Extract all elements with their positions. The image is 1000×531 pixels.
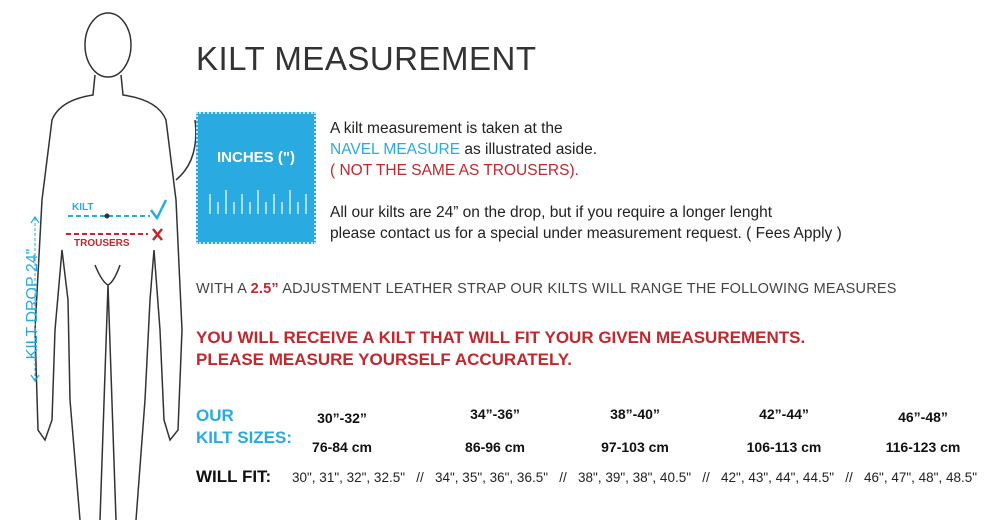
fit-warning: YOU WILL RECEIVE A KILT THAT WILL FIT YO…	[196, 328, 806, 369]
size-inches: 46”-48”	[898, 409, 948, 425]
trousers-line-label: TROUSERS	[74, 238, 130, 249]
intro-text: A kilt measurement is taken at the NAVEL…	[330, 120, 598, 179]
size-inches: 34”-36”	[470, 406, 520, 422]
will-fit-values: 30", 31", 32", 32.5" // 34", 35", 36", 3…	[292, 470, 978, 485]
body-outline-figure	[30, 12, 197, 521]
will-fit-label: WILL FIT:	[196, 467, 272, 486]
size-cm: 116-123 cm	[885, 439, 961, 455]
size-cm: 106-113 cm	[746, 439, 822, 455]
adjustment-text: WITH A 2.5” ADJUSTMENT LEATHER STRAP OUR…	[196, 281, 897, 297]
inches-box: INCHES (")	[196, 112, 316, 244]
inches-label: INCHES (")	[217, 149, 295, 166]
kilt-drop-label: KILT DROP 24"	[24, 248, 41, 360]
navel-measure: NAVEL MEASURE	[330, 141, 461, 158]
size-cm: 76-84 cm	[312, 439, 372, 455]
ruler-icon	[209, 190, 307, 214]
size-inches: 38”-40”	[610, 406, 660, 422]
page-title: KILT MEASUREMENT	[196, 40, 537, 77]
size-inches: 42”-44”	[759, 406, 809, 422]
cross-icon	[152, 228, 163, 241]
check-icon	[150, 199, 168, 221]
kilt-line-label: KILT	[72, 202, 94, 213]
kilt-sizes-label: OUR KILT SIZES:	[196, 406, 293, 447]
size-cm: 97-103 cm	[601, 439, 669, 455]
drop-text: All our kilts are 24” on the drop, but i…	[330, 204, 842, 242]
size-inches: 30”-32”	[317, 410, 367, 426]
size-cm: 86-96 cm	[465, 439, 525, 455]
